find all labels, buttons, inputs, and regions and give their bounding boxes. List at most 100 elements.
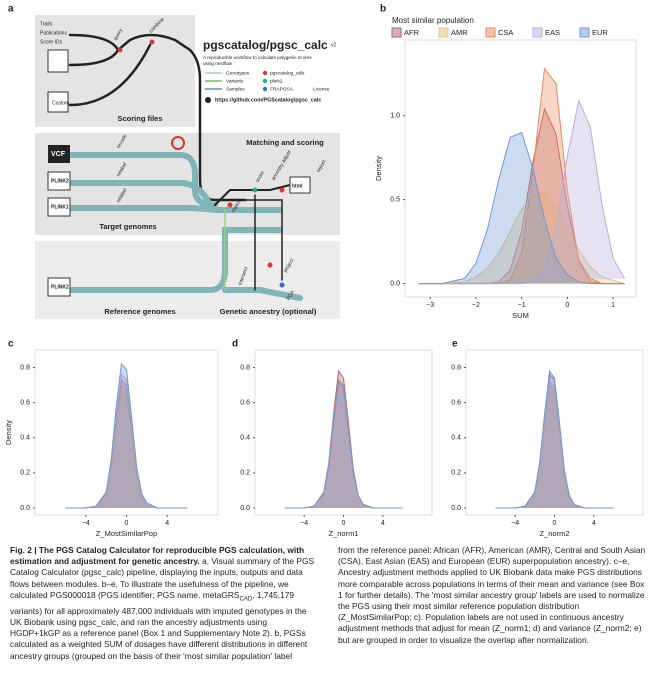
node <box>252 187 258 193</box>
figure: a Tr <box>4 4 644 538</box>
x-tick-label: −4 <box>82 520 90 527</box>
section-titles: Scoring files Target genomes Reference g… <box>99 114 324 316</box>
legend-dot <box>262 78 268 84</box>
y-tick-label: 0.0 <box>20 505 30 512</box>
panel-label: e <box>452 339 458 350</box>
x-tick-label: −4 <box>511 520 519 527</box>
x-tick-label: 0 <box>125 520 129 527</box>
input: PLINK1 <box>51 204 69 210</box>
y-tick-label: 1.0 <box>390 112 400 119</box>
caption-text: , 1,745,179 variants) for all approximat… <box>10 589 308 661</box>
pipeline-diagram: a Tr <box>8 4 340 319</box>
icon <box>47 49 69 73</box>
input: Traits <box>40 21 53 27</box>
legend-swatch <box>485 27 496 38</box>
legend-text: Variants <box>226 78 244 84</box>
y-tick-label: 0.0 <box>390 280 400 287</box>
x-tick-label: 0 <box>553 520 557 527</box>
y-tick-label: 0.2 <box>20 470 30 477</box>
legend-text: FRAPOSA <box>270 86 294 92</box>
section: Reference genomes <box>104 307 175 316</box>
section: Matching and scoring <box>246 138 324 147</box>
x-tick-label: −1 <box>518 302 526 309</box>
y-tick-label: 0.6 <box>240 400 250 407</box>
x-tick-label: −3 <box>426 302 434 309</box>
y-tick-label: 0.0 <box>240 505 250 512</box>
icon <box>48 145 70 163</box>
step: score <box>255 170 266 184</box>
panel-label: c <box>8 339 14 350</box>
x-axis-label: Z_norm2 <box>539 529 569 538</box>
section: Target genomes <box>99 222 156 231</box>
density-curve <box>495 369 614 509</box>
icon <box>47 197 71 217</box>
node <box>117 47 123 53</box>
legend-label: CSA <box>498 28 513 37</box>
y-axis-label: Density <box>374 156 383 181</box>
ancestry-box <box>35 241 340 319</box>
x-axis-label: Z_MostSimilarPop <box>96 529 157 538</box>
y-tick-label: 0.0 <box>451 505 461 512</box>
legend-swatch <box>391 27 402 38</box>
panel-label: a <box>8 4 14 15</box>
legend-swatch <box>532 27 543 38</box>
step: query <box>113 27 125 41</box>
y-tick-label: 0.2 <box>451 470 461 477</box>
x-tick-label: 4 <box>165 520 169 527</box>
node <box>267 262 273 268</box>
node <box>279 187 285 193</box>
x-axis-label: Z_norm1 <box>328 529 358 538</box>
density-curve <box>418 131 625 285</box>
caption-right: from the reference panel: African (AFR),… <box>338 545 646 645</box>
input: Custom <box>52 100 69 106</box>
legend-swatch <box>579 27 590 38</box>
icon <box>47 91 69 113</box>
caption-left: Fig. 2 | The PGS Catalog Calculator for … <box>10 545 318 662</box>
panel-label: b <box>380 4 386 15</box>
y-tick-label: 0.6 <box>451 400 461 407</box>
density-curve <box>284 380 403 509</box>
input: Score IDs <box>40 39 62 45</box>
input: VCF <box>51 151 66 158</box>
panel-label: d <box>232 339 238 350</box>
y-tick-label: 0.6 <box>20 400 30 407</box>
x-tick-label: −2 <box>472 302 480 309</box>
y-tick-label: 0.4 <box>451 435 461 442</box>
legend-dot <box>262 70 268 76</box>
x-axis-label: SUM <box>512 311 529 320</box>
y-axis-label: Density <box>4 420 13 445</box>
caption-text: a, Visual summary of the PGS Catalog Cal… <box>10 556 315 600</box>
x-tick-label: 0 <box>342 520 346 527</box>
input: PLINK2 <box>51 178 69 184</box>
diagram-legend: Genotypes Variants Samples pgscatalog_ut… <box>205 70 330 92</box>
density-curve <box>418 98 626 285</box>
icon <box>47 171 71 191</box>
y-tick-label: 0.8 <box>451 364 461 371</box>
caption-title: Fig. 2 | The PGS Catalog Calculator for … <box>10 545 305 567</box>
y-tick-label: 0.8 <box>20 364 30 371</box>
description: A reproducible workflow to calculate pol… <box>203 55 312 60</box>
legend-text: pgscatalog_utils <box>270 70 305 76</box>
step-nodes <box>117 39 285 288</box>
github-icon <box>205 97 211 103</box>
version: v2 <box>331 42 337 48</box>
icon <box>47 277 71 297</box>
y-tick-label: 0.8 <box>240 364 250 371</box>
legend-label: AMR <box>451 28 468 37</box>
pipeline-title: pgscatalog/pgsc_calc <box>203 38 328 52</box>
x-tick-label: 4 <box>381 520 385 527</box>
legend-label: AFR <box>404 28 420 37</box>
pipes <box>67 33 303 301</box>
section: Scoring files <box>117 114 162 123</box>
density-curve <box>65 362 188 509</box>
plot-frame <box>404 39 637 298</box>
legend-text: plink2 <box>270 78 283 84</box>
caption-text: CAD <box>239 596 253 603</box>
url: https://github.com/PGScatalog/pgsc_calc <box>215 97 321 103</box>
target-icon <box>171 136 185 150</box>
legend-label: EAS <box>545 28 560 37</box>
legend-text: Genotypes <box>226 70 250 76</box>
icon <box>289 176 311 194</box>
input: PLINK2 <box>51 284 69 290</box>
